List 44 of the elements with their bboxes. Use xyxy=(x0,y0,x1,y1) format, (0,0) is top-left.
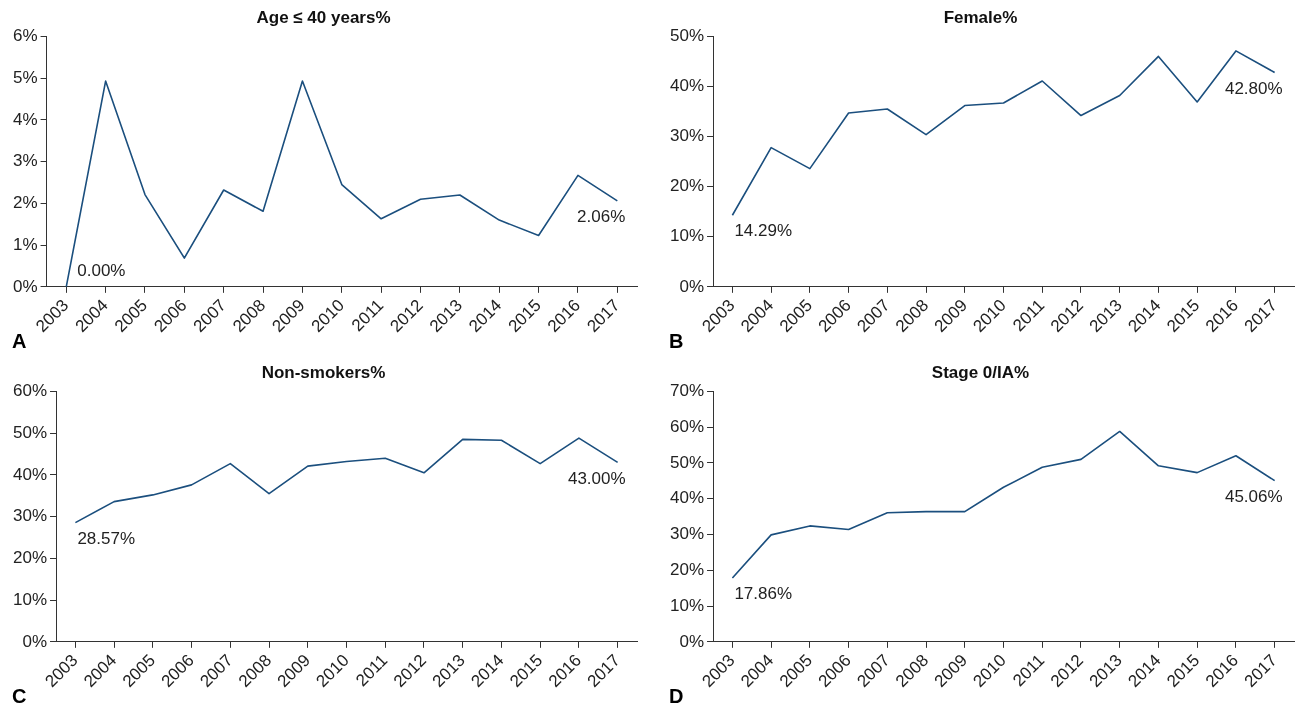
y-tick-label: 2% xyxy=(12,193,38,213)
y-tick-label: 0% xyxy=(12,276,38,296)
y-tick-label: 20% xyxy=(12,548,48,568)
text: C xyxy=(12,685,27,708)
y-tick-label: 30% xyxy=(669,126,705,146)
y-tick-label: 3% xyxy=(12,151,38,171)
y-tick-label: 40% xyxy=(12,464,48,484)
data-label: 43.00% xyxy=(567,468,626,488)
y-tick-label: 5% xyxy=(12,67,38,87)
y-tick-label: 0% xyxy=(679,276,705,296)
y-tick-label: 50% xyxy=(669,452,705,472)
data-label: 17.86% xyxy=(734,584,793,604)
y-tick-label: 20% xyxy=(669,176,705,196)
text: B xyxy=(669,330,684,353)
y-tick-label: 30% xyxy=(12,506,48,526)
y-tick-label: 10% xyxy=(669,226,705,246)
data-label: 42.80% xyxy=(1224,78,1283,98)
y-tick-label: 10% xyxy=(669,595,705,615)
y-tick-label: 70% xyxy=(669,381,705,401)
chart-title: Non-smokers% xyxy=(261,362,386,382)
y-tick-label: 20% xyxy=(669,559,705,579)
y-tick-label: 40% xyxy=(669,488,705,508)
chart-title: Female% xyxy=(943,7,1018,27)
y-tick-label: 10% xyxy=(12,589,48,609)
y-tick-label: 4% xyxy=(12,109,38,129)
y-tick-label: 50% xyxy=(669,26,705,46)
y-tick-label: 40% xyxy=(669,76,705,96)
data-label: 28.57% xyxy=(77,528,136,548)
data-label: 2.06% xyxy=(577,207,626,227)
chart-title: Stage 0/IA% xyxy=(931,362,1030,382)
y-tick-label: 1% xyxy=(12,234,38,254)
y-tick-label: 60% xyxy=(12,381,48,401)
data-label: 0.00% xyxy=(77,261,126,281)
text: D xyxy=(669,685,684,708)
y-tick-label: 30% xyxy=(669,524,705,544)
y-tick-label: 6% xyxy=(12,26,38,46)
y-tick-label: 60% xyxy=(669,416,705,436)
data-label: 14.29% xyxy=(734,221,793,241)
text: A xyxy=(12,330,27,353)
y-tick-label: 0% xyxy=(679,631,705,651)
y-tick-label: 0% xyxy=(22,631,48,651)
chart-title: Age ≤ 40 years% xyxy=(256,7,391,27)
data-label: 45.06% xyxy=(1224,486,1283,506)
y-tick-label: 50% xyxy=(12,422,48,442)
